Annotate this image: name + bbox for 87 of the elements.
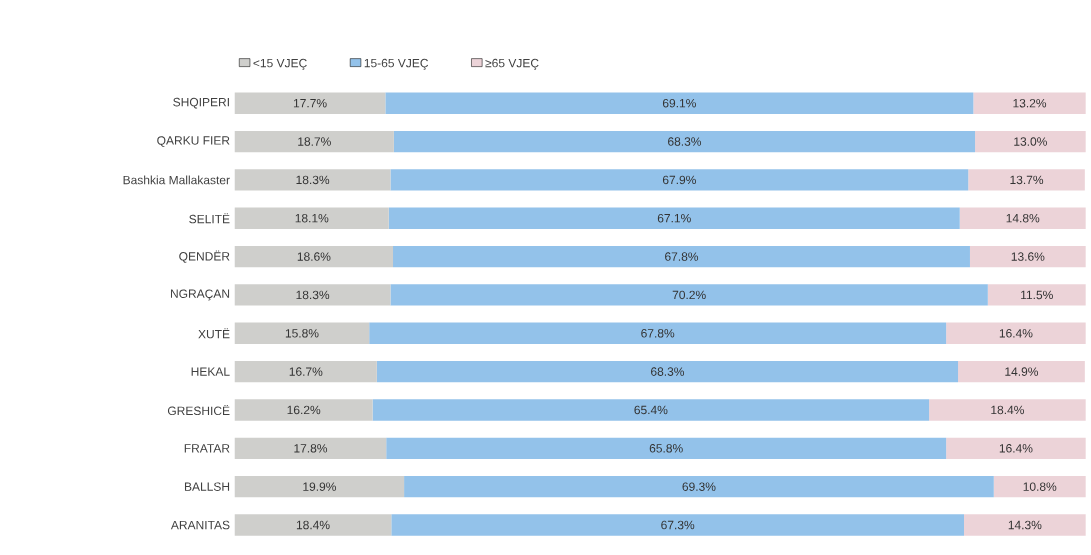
y-tick-label: NGRAÇAN [170,289,230,301]
legend-label: <15 VJEÇ [253,58,307,70]
data-label: 69.3% [682,482,716,491]
data-label: 67.9% [662,175,696,185]
data-label: 18.6% [297,252,331,261]
bar [234,476,405,498]
bar [968,169,1085,191]
bar [376,361,959,383]
data-label: 13.7% [1010,175,1044,185]
bar [385,92,974,114]
data-label: 14.9% [1005,367,1039,376]
bar [234,514,392,536]
bar [929,399,1086,421]
data-label: 18.4% [991,405,1024,415]
data-label: 67.8% [665,252,699,261]
y-tick-label: Bashkia Mallakaster [123,175,230,185]
bar [946,437,1086,460]
bar [393,130,976,153]
y-tick-label: QENDËR [179,250,230,263]
bar [372,399,930,421]
data-label: 67.8% [641,329,675,338]
data-label: 19.9% [303,482,336,491]
bar [234,437,387,460]
y-tick-label: SHQIPERI [173,97,229,109]
legend-label: ≥65 VJEÇ [485,58,539,70]
bar [390,169,969,191]
y-tick-label: HEKAL [191,367,230,376]
bar [234,245,394,268]
y-tick-label: SELITË [189,213,230,224]
bar [993,476,1086,498]
bar [959,207,1086,229]
data-label: 17.7% [293,99,327,108]
legend-label: 15-65 VJEÇ [364,58,429,70]
data-label: 18.7% [298,137,331,146]
data-label: 14.3% [1008,520,1042,530]
data-label: 67.1% [657,214,691,223]
bar [234,169,391,191]
data-label: 14.8% [1006,214,1040,223]
bar [393,245,970,268]
bar [234,284,391,306]
bar [234,399,373,421]
data-label: 16.7% [289,367,323,376]
data-label: 15.8% [285,329,319,338]
data-label: 68.3% [651,367,685,376]
bar [234,207,389,229]
bar [234,130,394,153]
data-label: 16.4% [999,329,1033,338]
data-label: 70.2% [672,290,706,300]
y-tick-label: QARKU FIER [157,136,230,147]
data-label: 11.5% [1021,290,1053,300]
y-tick-label: BALLSH [184,482,230,491]
bar [388,207,960,229]
data-label: 13.0% [1014,137,1047,146]
data-label: 18.3% [296,175,330,185]
data-label: 18.3% [296,290,330,300]
bar [390,284,988,306]
data-label: 65.4% [634,405,668,415]
bar [234,92,386,114]
bar [987,284,1086,306]
bar [958,361,1085,383]
data-label: 65.8% [649,444,683,453]
y-tick-label: XUTË [198,328,230,339]
bar [975,130,1086,153]
bar [964,514,1086,536]
data-label: 69.1% [662,99,696,108]
data-label: 13.2% [1013,99,1047,108]
data-label: 18.1% [295,214,329,223]
data-label: 68.3% [668,137,702,146]
data-label: 16.2% [287,405,321,415]
bar [969,245,1086,268]
bar [404,476,994,498]
data-label: 67.3% [661,520,695,530]
bar [369,322,947,345]
data-label: 18.4% [296,520,330,530]
bar [391,514,964,536]
data-label: 13.6% [1011,252,1045,261]
y-tick-label: ARANITAS [170,520,230,530]
bar [234,361,377,383]
bar [946,322,1086,345]
y-tick-label: GRESHICË [167,404,230,416]
bar [973,92,1086,114]
bar [386,437,947,460]
data-label: 16.4% [999,444,1033,453]
data-label: 17.8% [294,444,328,453]
bar [234,322,370,345]
data-label: 10.8% [1023,482,1057,491]
y-tick-label: FRATAR [184,444,230,453]
